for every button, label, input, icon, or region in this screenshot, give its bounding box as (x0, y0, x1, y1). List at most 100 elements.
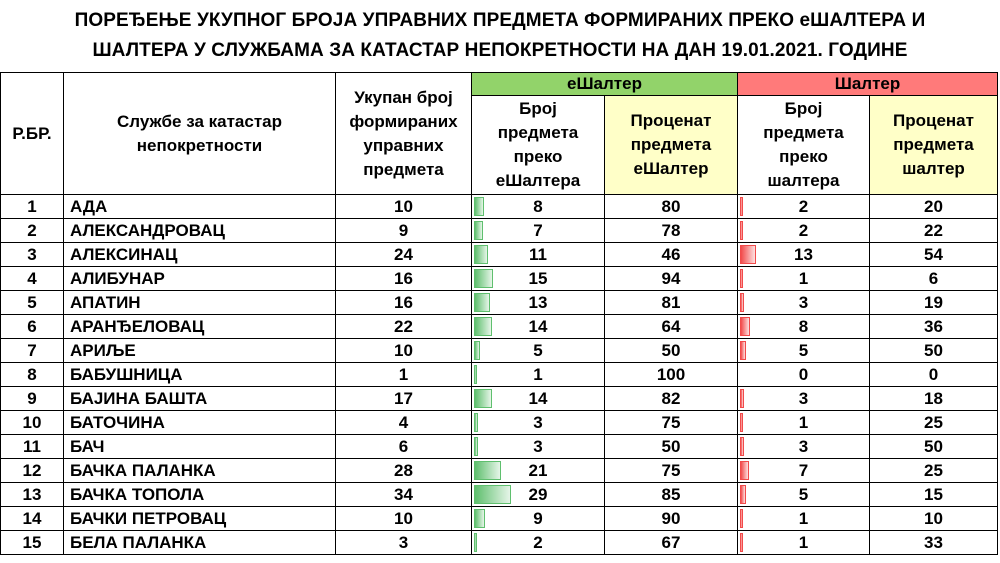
office-name: БАЧКА ПАЛАНКА (63, 458, 336, 483)
table-row: 15 БЕЛА ПАЛАНКА 3 2 67 1 33 (0, 530, 998, 555)
shalter-data-bar (740, 293, 744, 312)
shalter-count: 3 (737, 434, 870, 459)
header-e-pct: Проценат предмета еШалтер (604, 95, 738, 195)
shalter-count: 1 (737, 266, 870, 291)
eshalter-count-value: 11 (529, 245, 547, 264)
eshalter-count-value: 8 (533, 197, 543, 216)
eshalter-percent: 81 (604, 290, 738, 315)
shalter-count: 1 (737, 506, 870, 531)
total-count: 28 (335, 458, 472, 483)
shalter-count-value: 1 (798, 509, 809, 528)
shalter-data-bar (740, 245, 756, 264)
eshalter-count-value: 3 (533, 413, 543, 432)
total-count: 34 (335, 482, 472, 507)
eshalter-count-value: 14 (528, 389, 548, 408)
eshalter-count: 14 (471, 386, 605, 411)
table-row: 4 АЛИБУНАР 16 15 94 1 6 (0, 266, 998, 291)
page-title: ПОРЕЂЕЊЕ УКУПНОГ БРОЈА УПРАВНИХ ПРЕДМЕТА… (0, 6, 1000, 66)
row-number: 8 (0, 362, 64, 387)
total-count: 3 (335, 530, 472, 555)
total-count: 17 (335, 386, 472, 411)
eshalter-count: 7 (471, 218, 605, 243)
eshalter-data-bar (474, 485, 511, 504)
eshalter-data-bar (474, 269, 493, 288)
eshalter-percent: 85 (604, 482, 738, 507)
eshalter-count-value: 3 (533, 437, 543, 456)
office-name: БАТОЧИНА (63, 410, 336, 435)
shalter-percent: 33 (869, 530, 998, 555)
shalter-data-bar (740, 533, 743, 552)
shalter-count: 3 (737, 386, 870, 411)
shalter-count: 8 (737, 314, 870, 339)
office-name: АДА (63, 194, 336, 219)
table-row: 3 АЛЕКСИНАЦ 24 11 46 13 54 (0, 242, 998, 267)
header-s-pct: Проценат предмета шалтер (869, 95, 998, 195)
header-s-count: Број предмета преко шалтера (737, 95, 870, 195)
total-count: 4 (335, 410, 472, 435)
table-body: 1 АДА 10 8 80 2 20 2 АЛЕКСАНДРОВАЦ 9 7 78 2 22 3 АЛЕКСИ… (0, 194, 998, 555)
shalter-count-value: 1 (798, 413, 809, 432)
row-number: 13 (0, 482, 64, 507)
office-name: БАЧКА ТОПОЛА (63, 482, 336, 507)
row-number: 12 (0, 458, 64, 483)
shalter-data-bar (740, 509, 743, 528)
eshalter-data-bar (474, 461, 501, 480)
eshalter-data-bar (474, 341, 480, 360)
eshalter-count: 8 (471, 194, 605, 219)
header-group-shalter: Шалтер (737, 72, 998, 96)
eshalter-data-bar (474, 197, 484, 216)
eshalter-percent: 75 (604, 410, 738, 435)
row-number: 11 (0, 434, 64, 459)
table-row: 7 АРИЉЕ 10 5 50 5 50 (0, 338, 998, 363)
total-count: 16 (335, 266, 472, 291)
row-number: 10 (0, 410, 64, 435)
row-number: 7 (0, 338, 64, 363)
eshalter-count-value: 1 (533, 365, 543, 384)
eshalter-percent: 78 (604, 218, 738, 243)
shalter-data-bar (740, 197, 743, 216)
shalter-data-bar (740, 461, 749, 480)
eshalter-data-bar (474, 221, 483, 240)
eshalter-count-value: 13 (528, 293, 548, 312)
shalter-count-value: 3 (798, 437, 809, 456)
shalter-percent: 10 (869, 506, 998, 531)
shalter-data-bar (740, 485, 746, 504)
eshalter-count-value: 2 (533, 533, 543, 552)
row-number: 5 (0, 290, 64, 315)
eshalter-count: 21 (471, 458, 605, 483)
title-line-1: ПОРЕЂЕЊЕ УКУПНОГ БРОЈА УПРАВНИХ ПРЕДМЕТА… (74, 10, 926, 31)
eshalter-count: 13 (471, 290, 605, 315)
eshalter-count-value: 5 (533, 341, 543, 360)
office-name: АЛИБУНАР (63, 266, 336, 291)
eshalter-count: 14 (471, 314, 605, 339)
total-count: 6 (335, 434, 472, 459)
eshalter-count-value: 14 (528, 317, 548, 336)
eshalter-count-value: 7 (533, 221, 543, 240)
row-number: 9 (0, 386, 64, 411)
shalter-percent: 36 (869, 314, 998, 339)
shalter-percent: 50 (869, 338, 998, 363)
shalter-count-value: 3 (798, 389, 809, 408)
total-count: 1 (335, 362, 472, 387)
shalter-count: 2 (737, 194, 870, 219)
row-number: 15 (0, 530, 64, 555)
office-name: БАЧ (63, 434, 336, 459)
table-row: 6 АРАНЂЕЛОВАЦ 22 14 64 8 36 (0, 314, 998, 339)
header-rb: Р.БР. (0, 72, 64, 195)
shalter-count-value: 1 (798, 269, 809, 288)
table-row: 10 БАТОЧИНА 4 3 75 1 25 (0, 410, 998, 435)
total-count: 16 (335, 290, 472, 315)
eshalter-percent: 80 (604, 194, 738, 219)
eshalter-data-bar (474, 437, 478, 456)
eshalter-count-value: 9 (533, 509, 543, 528)
title-line-2: ШАЛТЕРА У СЛУЖБАМА ЗА КАТАСТАР НЕПОКРЕТН… (92, 40, 908, 61)
office-name: АЛЕКСАНДРОВАЦ (63, 218, 336, 243)
shalter-count-value: 2 (798, 221, 809, 240)
eshalter-data-bar (474, 509, 485, 528)
table-row: 13 БАЧКА ТОПОЛА 34 29 85 5 15 (0, 482, 998, 507)
eshalter-percent: 46 (604, 242, 738, 267)
eshalter-count: 11 (471, 242, 605, 267)
eshalter-count-value: 21 (528, 461, 548, 480)
shalter-count: 5 (737, 338, 870, 363)
eshalter-percent: 100 (604, 362, 738, 387)
